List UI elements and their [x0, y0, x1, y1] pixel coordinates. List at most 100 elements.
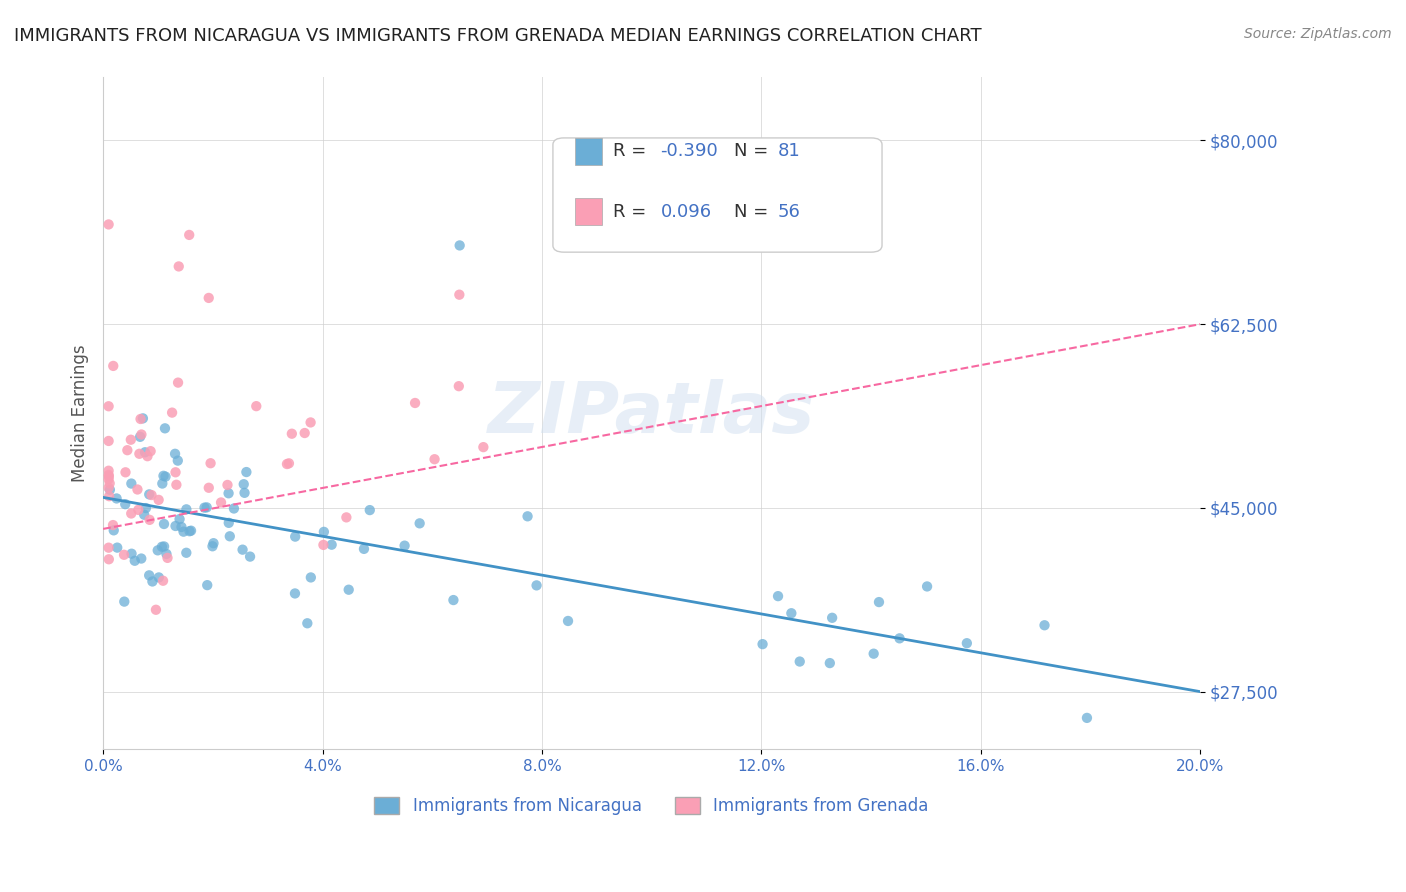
- Point: [173, 524, 195, 539]
- Point: [176, 502, 198, 516]
- Point: [121, 547, 143, 561]
- Point: [297, 616, 319, 631]
- Point: [232, 542, 254, 557]
- Point: [105, 541, 128, 555]
- Point: [276, 457, 298, 471]
- Point: [449, 238, 471, 252]
- Point: [112, 548, 135, 562]
- Point: [155, 469, 177, 483]
- Point: [138, 513, 160, 527]
- Point: [153, 516, 176, 531]
- Point: [284, 530, 307, 544]
- Point: [312, 538, 335, 552]
- Point: [335, 510, 357, 524]
- Point: [201, 539, 224, 553]
- Point: [179, 227, 201, 242]
- Point: [862, 647, 884, 661]
- Point: [449, 287, 471, 301]
- Point: [98, 476, 121, 491]
- Point: [148, 570, 170, 584]
- Point: [97, 552, 120, 566]
- Point: [233, 486, 256, 500]
- Bar: [575, 138, 602, 165]
- Point: [167, 376, 190, 390]
- Point: [129, 430, 152, 444]
- Point: [165, 519, 187, 533]
- Point: [132, 411, 155, 425]
- Point: [245, 399, 267, 413]
- Y-axis label: Median Earnings: Median Earnings: [72, 344, 89, 483]
- Text: 56: 56: [778, 202, 800, 221]
- Point: [120, 507, 142, 521]
- Point: [915, 579, 938, 593]
- Point: [789, 655, 811, 669]
- Point: [97, 469, 120, 483]
- Point: [299, 570, 322, 584]
- Text: R =: R =: [613, 143, 652, 161]
- Point: [516, 509, 538, 524]
- Point: [160, 406, 183, 420]
- Point: [218, 516, 240, 530]
- Point: [97, 472, 120, 486]
- Point: [156, 550, 179, 565]
- Text: R =: R =: [613, 202, 652, 221]
- Point: [766, 589, 789, 603]
- Point: [312, 524, 335, 539]
- Point: [408, 516, 430, 531]
- Legend: Immigrants from Nicaragua, Immigrants from Grenada: Immigrants from Nicaragua, Immigrants fr…: [368, 790, 935, 822]
- Text: IMMIGRANTS FROM NICARAGUA VS IMMIGRANTS FROM GRENADA MEDIAN EARNINGS CORRELATION: IMMIGRANTS FROM NICARAGUA VS IMMIGRANTS …: [14, 27, 981, 45]
- Point: [170, 520, 193, 534]
- Point: [1033, 618, 1056, 632]
- Point: [217, 478, 239, 492]
- Point: [103, 359, 125, 373]
- Point: [150, 476, 173, 491]
- Point: [150, 540, 173, 554]
- Point: [97, 464, 120, 478]
- Point: [299, 416, 322, 430]
- Point: [353, 541, 375, 556]
- Point: [129, 551, 152, 566]
- Point: [136, 449, 159, 463]
- Point: [165, 465, 187, 479]
- Point: [284, 586, 307, 600]
- Point: [526, 578, 548, 592]
- Point: [105, 491, 128, 506]
- Point: [97, 541, 120, 555]
- Text: Source: ZipAtlas.com: Source: ZipAtlas.com: [1244, 27, 1392, 41]
- Point: [889, 632, 911, 646]
- Point: [218, 529, 240, 543]
- FancyBboxPatch shape: [553, 138, 882, 252]
- Point: [281, 426, 304, 441]
- Point: [153, 540, 176, 554]
- Point: [103, 524, 125, 538]
- Point: [128, 447, 150, 461]
- Point: [167, 260, 190, 274]
- Point: [176, 546, 198, 560]
- Point: [120, 433, 142, 447]
- Point: [423, 452, 446, 467]
- Point: [166, 453, 188, 467]
- Point: [120, 476, 142, 491]
- Point: [209, 495, 232, 509]
- Point: [821, 611, 844, 625]
- Point: [135, 501, 157, 516]
- Point: [277, 456, 299, 470]
- Point: [165, 477, 187, 491]
- Point: [557, 614, 579, 628]
- Point: [155, 547, 177, 561]
- Point: [131, 427, 153, 442]
- Point: [152, 574, 174, 588]
- Point: [197, 291, 219, 305]
- Point: [404, 396, 426, 410]
- Point: [202, 536, 225, 550]
- Point: [180, 524, 202, 538]
- Point: [956, 636, 979, 650]
- Point: [101, 518, 124, 533]
- Point: [179, 524, 201, 539]
- Point: [222, 501, 245, 516]
- Point: [169, 512, 191, 526]
- Bar: [575, 198, 602, 226]
- Point: [98, 489, 121, 503]
- Point: [152, 468, 174, 483]
- Point: [148, 492, 170, 507]
